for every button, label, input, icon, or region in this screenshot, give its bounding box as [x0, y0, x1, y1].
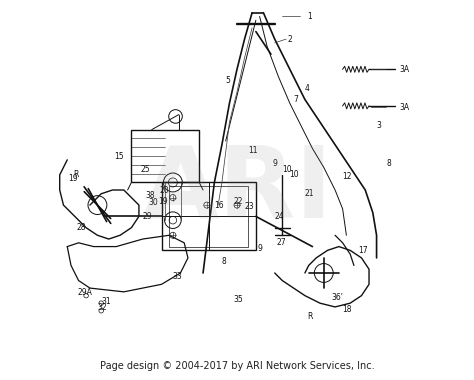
Text: 9: 9: [258, 244, 263, 253]
Text: 11: 11: [248, 146, 258, 155]
Text: 12: 12: [343, 172, 352, 181]
Text: 33: 33: [173, 272, 182, 281]
Text: 3A: 3A: [399, 65, 410, 74]
Text: 35: 35: [233, 295, 243, 304]
Text: 25: 25: [141, 165, 150, 174]
Text: 36': 36': [331, 293, 343, 302]
Text: 1: 1: [307, 12, 311, 21]
Text: 10: 10: [289, 170, 299, 179]
Text: 29: 29: [143, 212, 152, 221]
Text: 4: 4: [305, 84, 310, 93]
Text: 16: 16: [214, 201, 224, 210]
Text: 23: 23: [245, 203, 254, 212]
Text: ARI: ARI: [141, 141, 333, 239]
Text: 19: 19: [68, 174, 78, 183]
Text: 3A: 3A: [399, 103, 410, 111]
Text: R: R: [307, 312, 312, 321]
Text: 9: 9: [273, 159, 278, 168]
Text: 21: 21: [305, 189, 314, 198]
Text: R: R: [73, 170, 78, 179]
Text: Page design © 2004-2017 by ARI Network Services, Inc.: Page design © 2004-2017 by ARI Network S…: [100, 361, 374, 371]
Text: 29A: 29A: [78, 288, 93, 297]
Text: 7: 7: [293, 95, 299, 104]
Text: 27: 27: [277, 238, 286, 247]
Text: 15: 15: [114, 152, 124, 161]
Bar: [169, 186, 248, 247]
Text: 5: 5: [226, 76, 230, 85]
Text: 22: 22: [233, 197, 243, 206]
Text: 10: 10: [282, 165, 292, 174]
Text: 19: 19: [158, 197, 167, 206]
Text: 2: 2: [288, 35, 292, 44]
Text: 30: 30: [148, 198, 158, 207]
Text: 20: 20: [160, 185, 169, 195]
Text: 32: 32: [98, 303, 107, 312]
Text: 18: 18: [343, 306, 352, 315]
Bar: [162, 182, 256, 250]
Text: 8: 8: [222, 257, 227, 266]
Bar: [131, 130, 199, 182]
Text: 31: 31: [101, 297, 111, 306]
Text: 24: 24: [275, 212, 284, 221]
Text: 28: 28: [77, 223, 86, 232]
Text: 8: 8: [386, 159, 391, 168]
Text: 17: 17: [358, 246, 367, 255]
Text: 3: 3: [376, 121, 382, 130]
Text: 38: 38: [146, 191, 155, 200]
